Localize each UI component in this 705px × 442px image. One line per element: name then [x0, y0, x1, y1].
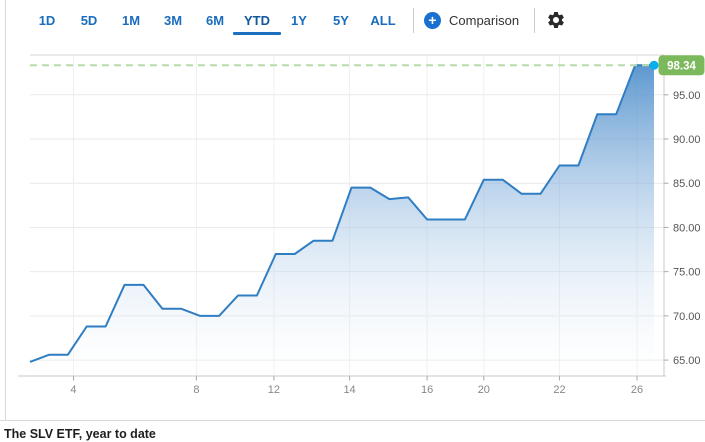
y-axis-label-85.00: 85.00: [673, 178, 701, 190]
y-axis-label-70.00: 70.00: [673, 311, 701, 323]
area-series-fill: [30, 65, 654, 377]
last-price-badge: [658, 55, 705, 76]
range-button-1Y[interactable]: 1Y: [278, 0, 320, 40]
plus-icon: +: [424, 11, 441, 29]
x-axis-label-4: 4: [70, 384, 76, 396]
settings-button[interactable]: [543, 7, 569, 33]
range-button-5D[interactable]: 5D: [68, 0, 110, 40]
toolbar-divider: [413, 7, 414, 33]
x-axis-label-26: 26: [631, 384, 643, 396]
x-axis-label-8: 8: [193, 384, 199, 396]
chart-caption: The SLV ETF, year to date: [0, 420, 705, 442]
last-price-dot: [649, 60, 659, 70]
y-axis-label-80.00: 80.00: [673, 222, 701, 234]
range-button-1M[interactable]: 1M: [110, 0, 152, 40]
range-button-6M[interactable]: 6M: [194, 0, 236, 40]
gear-icon: [548, 12, 564, 28]
range-button-3M[interactable]: 3M: [152, 0, 194, 40]
x-axis-label-22: 22: [553, 384, 565, 396]
x-axis-label-12: 12: [268, 384, 280, 396]
time-range-group: 1D 5D 1M 3M 6M YTD 1Y 5Y ALL: [26, 0, 404, 40]
range-button-YTD[interactable]: YTD: [233, 0, 281, 40]
y-axis-label-65.00: 65.00: [673, 355, 701, 367]
x-axis-label-20: 20: [478, 384, 490, 396]
y-axis-label-90.00: 90.00: [673, 134, 701, 146]
last-price-badge-label: 98.34: [667, 60, 696, 72]
range-button-ALL[interactable]: ALL: [362, 0, 404, 40]
comparison-label: Comparison: [449, 12, 520, 28]
y-axis-label-75.00: 75.00: [673, 267, 701, 279]
comparison-button[interactable]: + Comparison: [424, 0, 519, 40]
range-button-5Y[interactable]: 5Y: [320, 0, 362, 40]
x-axis-label-16: 16: [421, 384, 433, 396]
price-chart[interactable]: 65.00 70.00 75.00 80.00 85.00 90.00 95.00 4 8 12 1…: [0, 40, 705, 420]
price-line: [29, 64, 654, 363]
y-axis-label-95.00: 95.00: [673, 90, 701, 102]
widget-left-border: [5, 0, 6, 420]
toolbar-divider: [534, 7, 536, 33]
x-axis-label-14: 14: [343, 384, 355, 396]
range-button-1D[interactable]: 1D: [26, 0, 68, 40]
chart-toolbar: 1D 5D 1M 3M 6M YTD 1Y 5Y ALL + Comparison: [6, 0, 705, 40]
